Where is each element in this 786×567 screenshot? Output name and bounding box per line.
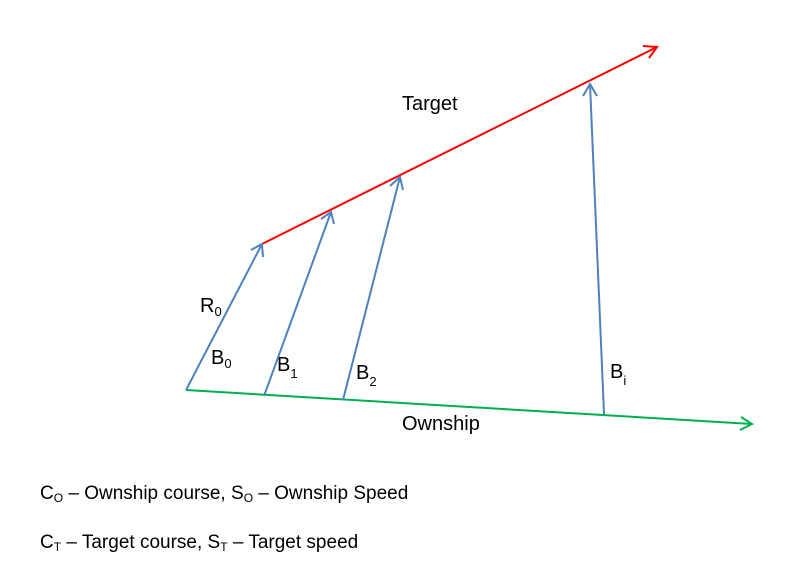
bearing-line-bi (582, 82, 605, 415)
legend-c-t-text: – Target course, (61, 532, 208, 553)
legend-s-o: S (231, 483, 244, 504)
legend-c-o-text: – Ownship course, (63, 483, 231, 504)
legend-s-t-sub: T (220, 540, 228, 554)
bi-label-main: B (610, 361, 623, 383)
legend-c-t-sub: T (53, 540, 62, 554)
b0-label-main: B (211, 347, 224, 369)
b2-label-main: B (356, 362, 369, 384)
ownship-track (185, 389, 755, 431)
b0-label-sub: 0 (224, 356, 231, 371)
legend-s-t-text: – Target speed (227, 532, 359, 553)
r0-label-sub: 0 (214, 304, 221, 319)
b1-label-main: B (277, 354, 290, 376)
r0-label-main: R (200, 295, 214, 317)
b1-label: B1 (277, 354, 298, 381)
bearing-line-b2 (342, 175, 404, 401)
legend-line-target: CT – Target course, ST – Target speed (40, 532, 358, 554)
b1-label-sub: 1 (290, 366, 297, 381)
b0-label: B0 (211, 347, 232, 371)
legend-c-o: C (40, 483, 54, 504)
bearing-line-b1 (263, 210, 335, 397)
b2-label: B2 (356, 362, 377, 389)
r0-label: R0 (200, 295, 222, 319)
bi-label: Bi (610, 361, 626, 388)
legend-c-t: C (40, 532, 54, 553)
legend-s-t: S (207, 532, 221, 553)
b2-label-sub: 2 (369, 374, 376, 389)
bearing-line-b0 (185, 242, 264, 391)
legend-s-o-text: – Ownship Speed (253, 483, 409, 504)
bearing-lines (185, 82, 605, 415)
legend-c-o-sub: O (53, 491, 64, 505)
ownship-label: Ownship (402, 413, 480, 435)
legend-s-o-sub: O (243, 491, 254, 505)
target-label: Target (402, 93, 458, 115)
bi-label-sub: i (623, 373, 626, 388)
target-track (261, 45, 659, 245)
legend-line-ownship: CO – Ownship course, SO – Ownship Speed (40, 483, 408, 505)
